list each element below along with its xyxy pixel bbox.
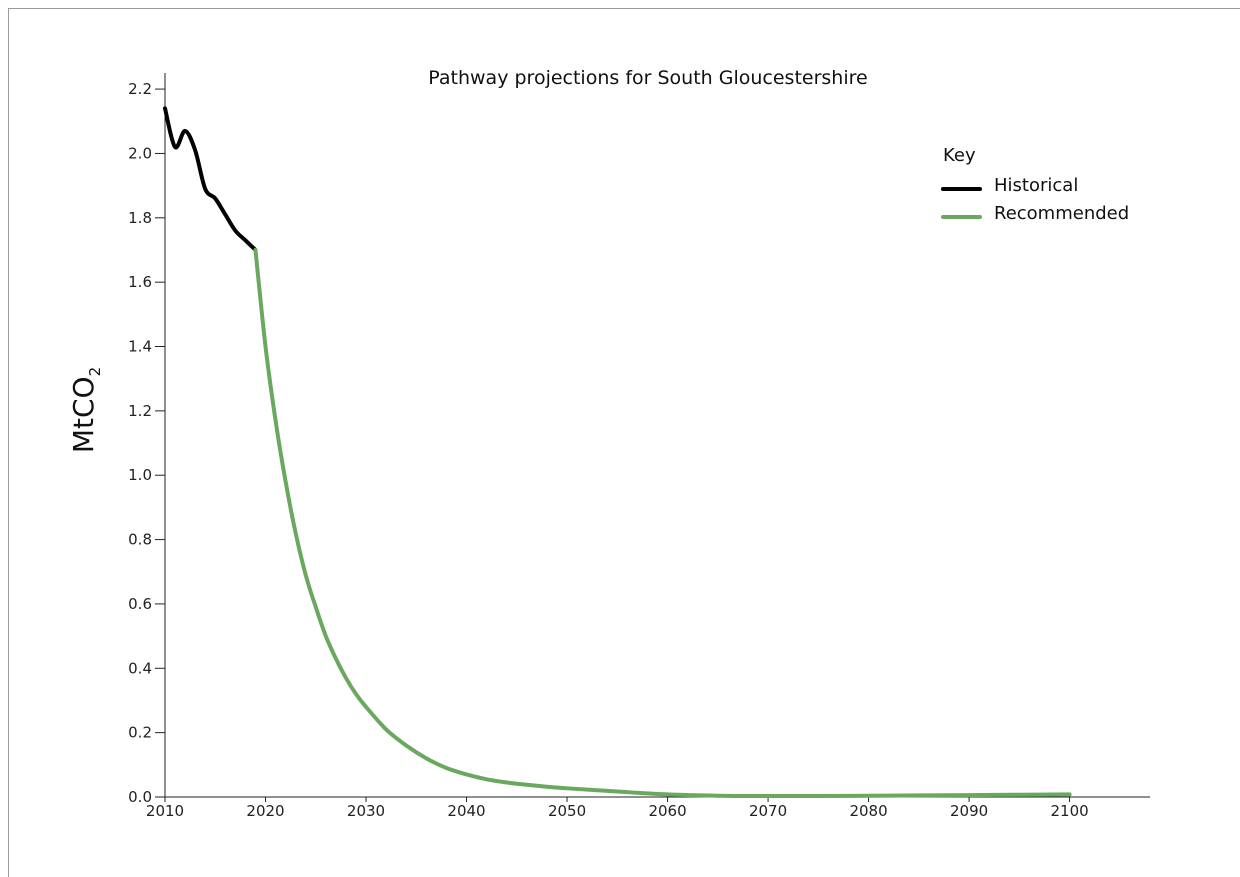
x-tick-label: 2050 [548, 802, 586, 820]
y-tick-label: 0.2 [128, 724, 152, 742]
y-tick-label: 1.8 [128, 209, 152, 227]
y-tick-label: 1.4 [128, 338, 152, 356]
y-tick-label: 0.6 [128, 595, 152, 613]
chart-frame [8, 8, 1240, 877]
legend: Key Historical Recommended [941, 145, 1129, 224]
legend-label-recommended: Recommended [994, 203, 1129, 224]
x-tick-label: 2040 [447, 802, 485, 820]
y-axis-label-subscript: 2 [86, 367, 104, 377]
series-group [163, 106, 1072, 799]
x-tick-label: 2080 [849, 802, 887, 820]
legend-items: Historical Recommended [941, 175, 1129, 224]
series-line-recommended [253, 247, 1072, 799]
svg-text:MtCO2: MtCO2 [67, 367, 104, 453]
legend-label-historical: Historical [994, 175, 1078, 196]
chart-title: Pathway projections for South Gloucester… [428, 67, 867, 89]
axes: 0.0 0.2 0.4 0.6 0.8 1.0 1.2 1.4 1.6 1.8 2.0 2.2 2010… [128, 73, 1150, 820]
y-tick-label: 1.6 [128, 273, 152, 291]
y-axis-label-main: MtCO [67, 376, 100, 453]
y-tick-label: 2.0 [128, 144, 152, 162]
x-tick-label: 2060 [648, 802, 686, 820]
x-tick-label: 2030 [347, 802, 385, 820]
series-line-historical [163, 106, 258, 252]
x-tick-label: 2070 [749, 802, 787, 820]
y-tick-label: 0.4 [128, 659, 152, 677]
y-tick-label: 1.0 [128, 466, 152, 484]
x-tick-label: 2090 [950, 802, 988, 820]
x-tick-label: 2100 [1050, 802, 1088, 820]
legend-title: Key [943, 145, 976, 166]
y-axis-label: MtCO2 [67, 367, 104, 453]
y-tick-label: 2.2 [128, 80, 152, 98]
y-tick-label: 0.0 [128, 788, 152, 806]
x-tick-label: 2020 [246, 802, 284, 820]
x-tick-label: 2010 [146, 802, 184, 820]
y-tick-label: 1.2 [128, 402, 152, 420]
y-tick-label: 0.8 [128, 531, 152, 549]
